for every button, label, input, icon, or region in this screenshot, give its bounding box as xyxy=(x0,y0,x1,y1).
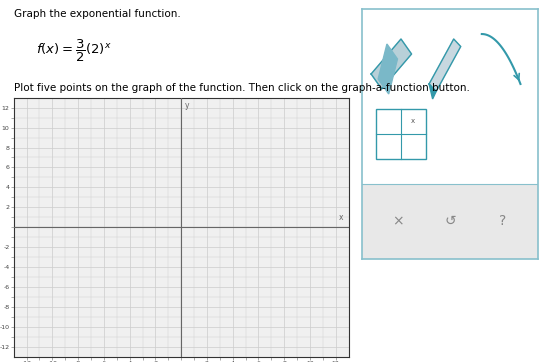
Text: $f(x) = \dfrac{3}{2}(2)^x$: $f(x) = \dfrac{3}{2}(2)^x$ xyxy=(36,38,111,64)
Text: Graph the exponential function.: Graph the exponential function. xyxy=(14,9,181,19)
Polygon shape xyxy=(371,39,412,89)
Text: x: x xyxy=(339,213,344,222)
Text: ?: ? xyxy=(499,214,507,228)
Text: x: x xyxy=(411,118,416,125)
Text: ×: × xyxy=(391,214,404,228)
Text: y: y xyxy=(185,101,189,110)
Text: Plot five points on the graph of the function. Then click on the graph-a-functio: Plot five points on the graph of the fun… xyxy=(14,83,469,93)
Text: ↺: ↺ xyxy=(444,214,456,228)
Polygon shape xyxy=(429,84,436,99)
Polygon shape xyxy=(429,39,461,92)
Bar xyxy=(377,109,425,159)
Bar xyxy=(362,184,538,259)
Polygon shape xyxy=(378,44,397,94)
